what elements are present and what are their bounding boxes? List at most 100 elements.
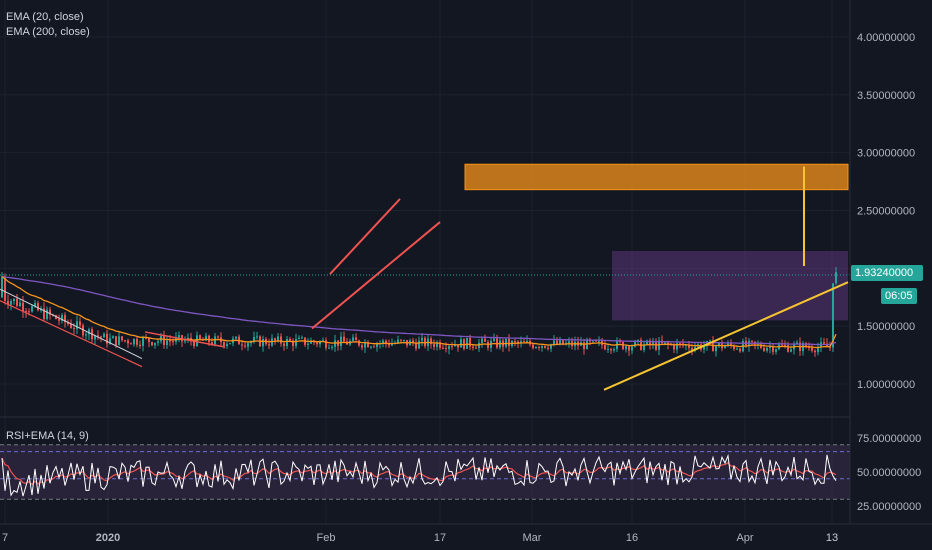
candle-body <box>103 333 105 338</box>
time-tick-label: 17 <box>434 532 446 544</box>
candle-body <box>376 343 378 347</box>
candle-body <box>463 339 465 349</box>
candle-body <box>49 309 51 315</box>
candle-body <box>115 336 117 345</box>
candle-body <box>94 335 96 340</box>
downtrend-channel <box>0 288 143 360</box>
candle-body <box>751 340 753 342</box>
candle-body <box>496 338 498 348</box>
ema200-line <box>1 275 837 346</box>
candle-body <box>646 340 648 345</box>
legend-ema200[interactable]: EMA (200, close) <box>6 26 90 38</box>
candle-body <box>199 335 201 339</box>
candle-body <box>637 339 639 341</box>
candle-body <box>520 341 522 344</box>
candle-body <box>67 322 69 325</box>
time-tick-label: 13 <box>826 532 838 544</box>
candle-body <box>679 343 681 345</box>
candle-body <box>817 347 819 353</box>
legend-ema20[interactable]: EMA (20, close) <box>6 11 84 23</box>
candle-body <box>469 337 471 347</box>
candle-body <box>388 343 390 346</box>
candle-body <box>727 343 729 347</box>
candle-body <box>130 343 132 345</box>
candle-body <box>154 342 156 346</box>
candle-body <box>316 342 318 345</box>
candle-body <box>808 347 810 349</box>
candle-body <box>811 347 813 351</box>
candle-body <box>100 336 102 338</box>
candle-body <box>79 321 81 326</box>
candle-body <box>280 336 282 344</box>
candle-body <box>118 336 120 345</box>
candle-body <box>163 335 165 345</box>
legend-rsi[interactable]: RSI+EMA (14, 9) <box>6 430 89 442</box>
candle-body <box>562 339 564 345</box>
candle-body <box>55 315 57 320</box>
ema20-line <box>1 276 837 349</box>
candle-body <box>136 338 138 345</box>
candle-body <box>301 337 303 339</box>
candle-body <box>328 347 330 349</box>
candle-body <box>787 345 789 352</box>
candle-body <box>145 337 147 339</box>
candle-body <box>598 340 600 342</box>
time-tick-label: Mar <box>523 532 542 544</box>
candle-body <box>622 342 624 350</box>
time-tick-label: 2020 <box>96 532 120 544</box>
candle-body <box>373 346 375 348</box>
candle-body <box>517 341 519 344</box>
candle-body <box>484 338 486 342</box>
candle-body <box>634 340 636 347</box>
candle-body <box>514 340 516 342</box>
last-price-tag: 1.93240000 <box>851 265 923 281</box>
price-tick-label: 3.00000000 <box>857 148 915 160</box>
rsi-axis[interactable]: 75.00000000 50.00000000 25.00000000 <box>857 433 921 513</box>
candle-body <box>472 346 474 348</box>
candle-body <box>835 272 837 284</box>
candle-body <box>28 311 30 313</box>
candle-body <box>781 344 783 346</box>
rsi-line <box>1 453 837 497</box>
candle-body <box>796 342 798 345</box>
candle-body <box>367 342 369 348</box>
candle-body <box>184 340 186 342</box>
candle-body <box>241 344 243 346</box>
candle-body <box>718 343 720 347</box>
candle-body <box>691 347 693 351</box>
candle-body <box>631 346 633 351</box>
candle-body <box>226 344 228 346</box>
candle-body <box>412 340 414 344</box>
candle-body <box>343 336 345 342</box>
candle-body <box>7 300 9 305</box>
candle-body <box>625 346 627 350</box>
candle-body <box>415 343 417 349</box>
candle-body <box>10 301 12 305</box>
candle-body <box>340 336 342 347</box>
candle-body <box>361 345 363 348</box>
candle-body <box>670 344 672 346</box>
candle-body <box>217 336 219 338</box>
time-tick-label: 7 <box>2 532 8 544</box>
candle-body <box>112 336 114 339</box>
candle-body <box>553 340 555 345</box>
candle-body <box>478 342 480 349</box>
candle-body <box>13 298 15 302</box>
candle-body <box>109 338 111 344</box>
candle-body <box>814 350 816 353</box>
candle-body <box>457 344 459 348</box>
candle-body <box>229 343 231 345</box>
price-tick-label: 4.00000000 <box>857 32 915 44</box>
price-tick-label: 3.50000000 <box>857 90 915 102</box>
candle-body <box>148 337 150 343</box>
time-tick-label: 16 <box>626 532 638 544</box>
candle-body <box>652 342 654 346</box>
candle-body <box>826 343 828 347</box>
candle-body <box>121 336 123 341</box>
candle-body <box>805 343 807 348</box>
resistance-zone <box>464 163 849 191</box>
candle-body <box>466 337 468 349</box>
candle-body <box>451 346 453 348</box>
